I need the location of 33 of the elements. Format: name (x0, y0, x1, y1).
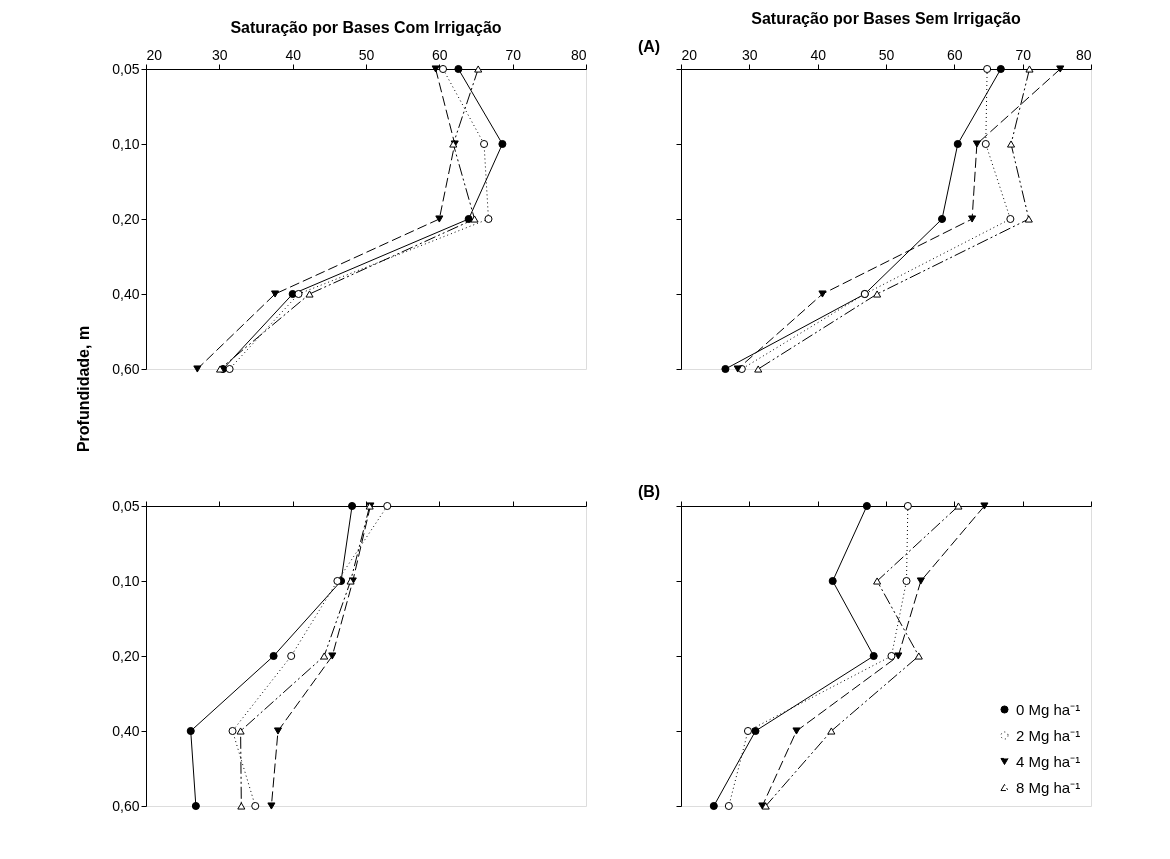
x-tick-label: 80 (570, 46, 587, 63)
x-tick-label: 30 (212, 46, 228, 63)
legend-label: 0 Mg ha⁻¹ (1016, 700, 1081, 718)
legend-label: 8 Mg ha⁻¹ (1016, 778, 1081, 796)
y-tick-label: 0,60 (112, 360, 140, 377)
y-tick-label: 0,10 (112, 572, 140, 589)
chart-title: Saturação por Bases Sem Irrigação (751, 10, 1021, 27)
y-tick-label: 0,40 (112, 285, 140, 302)
y-tick-label: 0,05 (112, 60, 140, 77)
x-tick-label: 20 (681, 46, 698, 63)
x-tick-label: 70 (505, 46, 522, 63)
legend-label: 2 Mg ha⁻¹ (1016, 726, 1081, 744)
x-tick-label: 40 (285, 46, 302, 63)
x-tick-label: 60 (947, 46, 963, 63)
legend-label: 4 Mg ha⁻¹ (1016, 752, 1081, 770)
x-tick-label: 30 (742, 46, 758, 63)
x-tick-label: 70 (1015, 46, 1032, 63)
y-tick-label: 0,20 (112, 647, 140, 664)
x-tick-label: 40 (810, 46, 827, 63)
y-tick-label: 0,20 (112, 210, 140, 227)
x-tick-label: 50 (358, 46, 375, 63)
y-axis-title: Profundidade, m (75, 325, 92, 453)
y-tick-label: 0,40 (112, 722, 140, 739)
y-tick-label: 0,10 (112, 135, 140, 152)
text: (B) (637, 483, 661, 500)
text: (A) (637, 38, 661, 55)
x-tick-label: 20 (146, 46, 163, 63)
chart-title: Saturação por Bases Com Irrigação (230, 19, 502, 36)
x-tick-label: 80 (1075, 46, 1092, 63)
y-tick-label: 0,05 (112, 497, 140, 514)
x-tick-label: 60 (432, 46, 448, 63)
y-tick-label: 0,60 (112, 797, 140, 814)
x-tick-label: 50 (878, 46, 895, 63)
